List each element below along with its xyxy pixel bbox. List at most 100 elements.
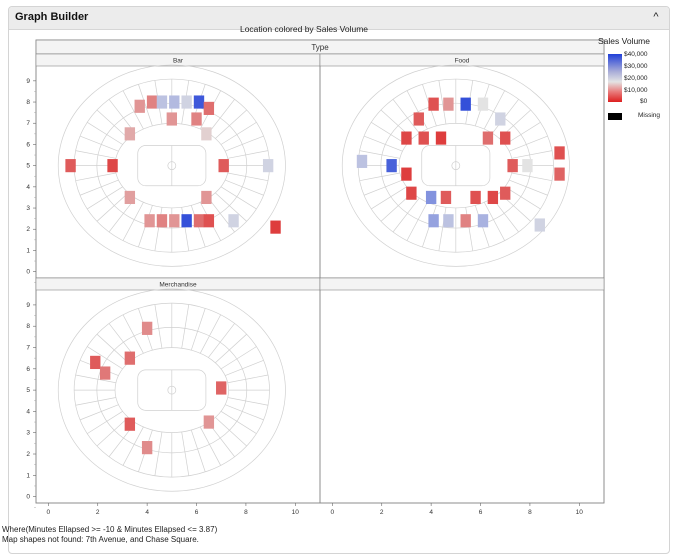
section-mark	[203, 415, 215, 429]
section-mark	[124, 127, 136, 141]
section-divider	[96, 109, 129, 139]
section-divider	[122, 314, 144, 354]
legend-tick: $30,000	[624, 63, 648, 70]
section-divider	[181, 431, 190, 476]
section-divider	[406, 90, 428, 130]
legend-missing-swatch	[608, 113, 622, 120]
section-mark	[99, 366, 111, 380]
y-tick-label: 6	[26, 366, 30, 373]
section-mark	[443, 97, 454, 111]
y-tick-label: 3	[26, 430, 30, 437]
y-tick-label: 2	[26, 226, 30, 233]
x-tick-label: 4	[429, 509, 433, 516]
section-mark	[156, 214, 168, 228]
section-divider	[215, 417, 247, 447]
y-tick-label: 9	[26, 302, 30, 309]
color-legend: Sales Volume $40,000 $30,000 $20,000 $10…	[598, 36, 662, 122]
section-divider	[154, 304, 163, 349]
x-tick-label: 2	[96, 509, 100, 516]
y-tick-label: 2	[26, 451, 30, 458]
facet-header-label: Type	[311, 43, 329, 52]
court-center-circle	[167, 161, 177, 170]
x-tick-label: 0	[47, 509, 51, 516]
section-divider	[371, 186, 407, 210]
section-mark	[270, 220, 281, 234]
section-divider	[215, 192, 247, 222]
y-tick-label: 5	[26, 387, 30, 394]
section-divider	[208, 99, 235, 134]
section-divider	[122, 90, 144, 130]
section-mark	[401, 167, 412, 181]
section-mark	[141, 321, 153, 335]
section-mark	[413, 112, 424, 126]
section-mark	[124, 417, 136, 431]
section-mark	[144, 214, 155, 228]
section-mark	[534, 218, 545, 232]
section-divider	[87, 186, 123, 210]
section-divider	[96, 333, 129, 364]
section-mark	[460, 97, 471, 111]
footnotes: Where(Minutes Ellapsed >= -10 & Minutes …	[2, 525, 217, 545]
y-tick-label: 0	[26, 269, 30, 276]
y-tick-label: 8	[26, 323, 30, 330]
section-divider	[96, 417, 129, 447]
section-divider	[363, 135, 403, 152]
section-mark	[435, 131, 447, 145]
legend-tick: $20,000	[624, 75, 648, 82]
collapse-chevron-icon[interactable]: ^	[653, 11, 659, 23]
section-mark	[124, 351, 136, 365]
y-tick-label: 5	[26, 163, 30, 170]
section-divider	[225, 404, 264, 421]
section-divider	[371, 122, 407, 145]
section-divider	[181, 207, 190, 251]
legend-title: Sales Volume	[598, 36, 650, 46]
panel-strip	[319, 53, 605, 67]
section-divider	[483, 202, 505, 241]
section-divider	[87, 411, 123, 434]
section-mark	[495, 112, 506, 126]
section-divider	[190, 308, 206, 351]
section-mark	[181, 95, 192, 109]
section-divider	[154, 431, 163, 476]
missing-shapes-note: Map shapes not found: 7th Avenue, and Ch…	[2, 535, 199, 544]
where-clause-note: Where(Minutes Ellapsed >= -10 & Minutes …	[2, 525, 218, 534]
y-tick-label: 6	[26, 141, 30, 148]
y-tick-label: 3	[26, 205, 30, 212]
section-divider	[438, 207, 447, 251]
x-tick-label: 8	[244, 509, 248, 516]
section-mark	[166, 112, 178, 126]
section-divider	[87, 122, 123, 145]
section-mark	[134, 99, 145, 113]
section-mark	[203, 214, 215, 228]
section-mark	[554, 167, 565, 181]
window-title: Graph Builder	[15, 11, 89, 23]
x-tick-label: 4	[145, 509, 149, 516]
section-mark	[470, 190, 481, 205]
x-tick-label: 6	[195, 509, 199, 516]
title-bar: Graph Builder ^	[9, 7, 669, 30]
section-mark	[169, 95, 180, 109]
section-divider	[220, 411, 257, 434]
arena-outer-ring	[57, 64, 286, 267]
section-divider	[199, 314, 221, 354]
section-divider	[511, 172, 553, 182]
y-tick-label: 9	[26, 78, 30, 85]
section-mark	[191, 112, 202, 126]
section-mark	[386, 159, 397, 173]
panel-strip-label: Food	[455, 58, 470, 65]
section-divider	[509, 179, 548, 196]
section-mark	[65, 159, 76, 173]
section-mark	[406, 186, 417, 200]
section-divider	[122, 202, 144, 241]
section-mark	[440, 190, 452, 205]
section-divider	[215, 333, 247, 364]
arena-outer-ring	[341, 64, 570, 267]
arena-outline	[341, 64, 570, 267]
panel-frame	[35, 53, 321, 279]
section-divider	[208, 323, 235, 358]
section-divider	[79, 404, 119, 421]
section-mark	[262, 159, 274, 173]
section-mark	[477, 214, 489, 228]
section-divider	[227, 397, 269, 406]
section-divider	[79, 179, 119, 196]
